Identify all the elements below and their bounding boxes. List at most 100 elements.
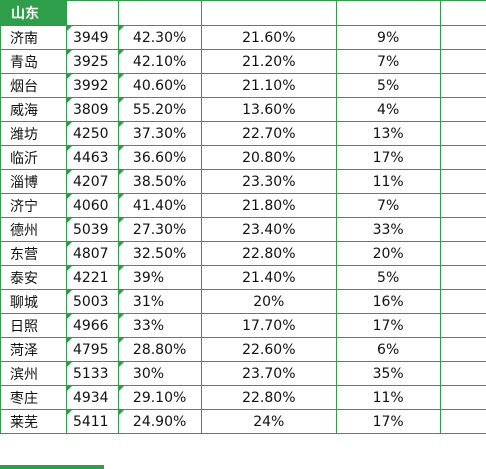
percent-cell-1[interactable]: 36.60% — [117, 145, 202, 170]
percent-cell-1[interactable]: 42.30% — [117, 25, 202, 50]
city-cell[interactable]: 烟台 — [0, 73, 67, 98]
header-cell[interactable] — [200, 0, 337, 26]
value-cell[interactable]: 4463 — [65, 145, 119, 170]
percent-cell-3[interactable]: 17% — [335, 409, 441, 434]
value-cell[interactable]: 4060 — [65, 193, 119, 218]
value-cell[interactable]: 4966 — [65, 313, 119, 338]
percent-cell-2[interactable]: 23.70% — [200, 361, 337, 386]
percent-cell-3[interactable]: 7% — [335, 49, 441, 74]
percent-cell-2[interactable]: 21.10% — [200, 73, 337, 98]
city-cell[interactable]: 东营 — [0, 241, 67, 266]
city-cell[interactable]: 菏泽 — [0, 337, 67, 362]
city-cell[interactable]: 滨州 — [0, 361, 67, 386]
percent-cell-2[interactable]: 13.60% — [200, 97, 337, 122]
percent-cell-1[interactable]: 55.20% — [117, 97, 202, 122]
percent-cell-3[interactable]: 6% — [335, 337, 441, 362]
percent-cell-3[interactable]: 17% — [335, 145, 441, 170]
empty-cell[interactable] — [439, 409, 486, 434]
empty-cell[interactable] — [439, 25, 486, 50]
empty-cell[interactable] — [439, 121, 486, 146]
percent-cell-2[interactable]: 17.70% — [200, 313, 337, 338]
empty-cell[interactable] — [439, 73, 486, 98]
percent-cell-3[interactable]: 33% — [335, 217, 441, 242]
percent-cell-2[interactable]: 22.80% — [200, 241, 337, 266]
city-cell[interactable]: 青岛 — [0, 49, 67, 74]
value-cell[interactable]: 4807 — [65, 241, 119, 266]
city-cell[interactable]: 威海 — [0, 97, 67, 122]
empty-cell[interactable] — [439, 361, 486, 386]
city-cell[interactable]: 枣庄 — [0, 385, 67, 410]
percent-cell-3[interactable]: 17% — [335, 313, 441, 338]
empty-cell[interactable] — [439, 289, 486, 314]
city-cell[interactable]: 潍坊 — [0, 121, 67, 146]
percent-cell-3[interactable]: 11% — [335, 385, 441, 410]
city-cell[interactable]: 淄博 — [0, 169, 67, 194]
percent-cell-3[interactable]: 4% — [335, 97, 441, 122]
city-cell[interactable]: 泰安 — [0, 265, 67, 290]
percent-cell-1[interactable]: 40.60% — [117, 73, 202, 98]
value-cell[interactable]: 4795 — [65, 337, 119, 362]
percent-cell-3[interactable]: 20% — [335, 241, 441, 266]
percent-cell-2[interactable]: 23.40% — [200, 217, 337, 242]
empty-cell[interactable] — [439, 385, 486, 410]
empty-cell[interactable] — [439, 145, 486, 170]
percent-cell-2[interactable]: 22.80% — [200, 385, 337, 410]
value-cell[interactable]: 4221 — [65, 265, 119, 290]
city-cell[interactable]: 德州 — [0, 217, 67, 242]
header-cell[interactable] — [117, 0, 202, 26]
percent-cell-1[interactable]: 37.30% — [117, 121, 202, 146]
city-cell[interactable]: 济南 — [0, 25, 67, 50]
percent-cell-3[interactable]: 5% — [335, 73, 441, 98]
header-cell[interactable] — [65, 0, 119, 26]
percent-cell-3[interactable]: 35% — [335, 361, 441, 386]
percent-cell-1[interactable]: 24.90% — [117, 409, 202, 434]
empty-cell[interactable] — [439, 193, 486, 218]
header-cell[interactable] — [335, 0, 441, 26]
header-title[interactable]: 山东 — [0, 0, 67, 26]
city-cell[interactable]: 聊城 — [0, 289, 67, 314]
percent-cell-1[interactable]: 32.50% — [117, 241, 202, 266]
empty-cell[interactable] — [439, 265, 486, 290]
value-cell[interactable]: 4207 — [65, 169, 119, 194]
value-cell[interactable]: 4250 — [65, 121, 119, 146]
percent-cell-1[interactable]: 31% — [117, 289, 202, 314]
empty-cell[interactable] — [439, 337, 486, 362]
percent-cell-1[interactable]: 39% — [117, 265, 202, 290]
value-cell[interactable]: 5133 — [65, 361, 119, 386]
percent-cell-2[interactable]: 21.80% — [200, 193, 337, 218]
empty-cell[interactable] — [439, 241, 486, 266]
value-cell[interactable]: 5039 — [65, 217, 119, 242]
percent-cell-3[interactable]: 11% — [335, 169, 441, 194]
value-cell[interactable]: 3925 — [65, 49, 119, 74]
empty-cell[interactable] — [439, 169, 486, 194]
percent-cell-3[interactable]: 7% — [335, 193, 441, 218]
value-cell[interactable]: 3992 — [65, 73, 119, 98]
percent-cell-1[interactable]: 33% — [117, 313, 202, 338]
empty-cell[interactable] — [439, 49, 486, 74]
percent-cell-2[interactable]: 23.30% — [200, 169, 337, 194]
percent-cell-1[interactable]: 41.40% — [117, 193, 202, 218]
city-cell[interactable]: 临沂 — [0, 145, 67, 170]
percent-cell-1[interactable]: 29.10% — [117, 385, 202, 410]
percent-cell-2[interactable]: 22.60% — [200, 337, 337, 362]
empty-cell[interactable] — [439, 313, 486, 338]
percent-cell-2[interactable]: 21.20% — [200, 49, 337, 74]
value-cell[interactable]: 3809 — [65, 97, 119, 122]
value-cell[interactable]: 4934 — [65, 385, 119, 410]
percent-cell-1[interactable]: 28.80% — [117, 337, 202, 362]
percent-cell-2[interactable]: 24% — [200, 409, 337, 434]
percent-cell-3[interactable]: 9% — [335, 25, 441, 50]
percent-cell-1[interactable]: 30% — [117, 361, 202, 386]
empty-cell[interactable] — [439, 97, 486, 122]
header-cell[interactable] — [439, 0, 486, 26]
city-cell[interactable]: 日照 — [0, 313, 67, 338]
percent-cell-1[interactable]: 38.50% — [117, 169, 202, 194]
value-cell[interactable]: 3949 — [65, 25, 119, 50]
percent-cell-1[interactable]: 42.10% — [117, 49, 202, 74]
percent-cell-2[interactable]: 20% — [200, 289, 337, 314]
value-cell[interactable]: 5003 — [65, 289, 119, 314]
city-cell[interactable]: 济宁 — [0, 193, 67, 218]
percent-cell-1[interactable]: 27.30% — [117, 217, 202, 242]
city-cell[interactable]: 莱芜 — [0, 409, 67, 434]
percent-cell-2[interactable]: 21.40% — [200, 265, 337, 290]
